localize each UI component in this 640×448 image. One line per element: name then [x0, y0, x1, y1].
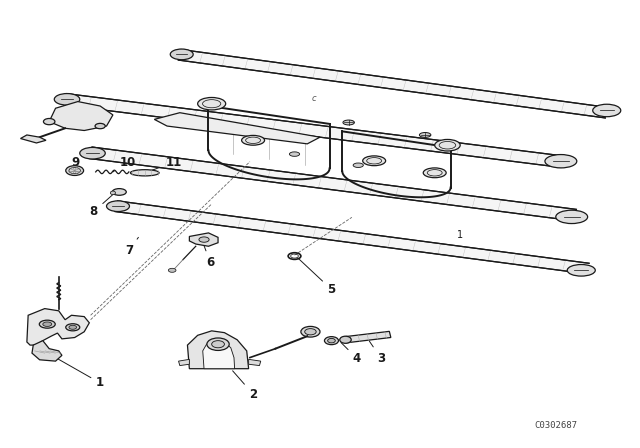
Polygon shape	[154, 113, 320, 144]
Ellipse shape	[567, 264, 595, 276]
Polygon shape	[179, 359, 189, 366]
Ellipse shape	[242, 135, 264, 145]
Ellipse shape	[324, 336, 339, 345]
Ellipse shape	[39, 320, 55, 328]
Ellipse shape	[95, 123, 105, 129]
Ellipse shape	[556, 210, 588, 224]
Ellipse shape	[289, 152, 300, 156]
Polygon shape	[115, 201, 589, 274]
Ellipse shape	[340, 336, 351, 343]
Polygon shape	[27, 309, 90, 345]
Text: 1: 1	[58, 359, 104, 389]
Ellipse shape	[545, 155, 577, 168]
Text: 9: 9	[71, 156, 79, 169]
Polygon shape	[20, 135, 46, 143]
Ellipse shape	[423, 168, 446, 178]
Text: 2: 2	[232, 371, 257, 401]
Ellipse shape	[435, 139, 460, 151]
Polygon shape	[32, 340, 62, 361]
Polygon shape	[188, 331, 248, 369]
Polygon shape	[179, 50, 608, 118]
Polygon shape	[89, 147, 577, 221]
Ellipse shape	[66, 324, 80, 331]
Ellipse shape	[207, 338, 229, 350]
Ellipse shape	[198, 98, 226, 110]
Text: 11: 11	[147, 156, 182, 172]
Ellipse shape	[363, 156, 386, 166]
Text: 8: 8	[90, 195, 113, 218]
Ellipse shape	[170, 49, 193, 60]
Ellipse shape	[131, 170, 159, 176]
Ellipse shape	[305, 329, 316, 335]
Text: 6: 6	[203, 243, 214, 269]
Ellipse shape	[343, 120, 355, 125]
Text: 3: 3	[369, 341, 385, 365]
Ellipse shape	[168, 268, 176, 272]
Polygon shape	[63, 94, 564, 168]
Text: c: c	[311, 94, 316, 103]
Text: 4: 4	[341, 343, 361, 365]
Ellipse shape	[328, 338, 335, 343]
Ellipse shape	[69, 325, 77, 329]
Ellipse shape	[80, 147, 105, 159]
Text: 1: 1	[457, 230, 463, 240]
Text: 5: 5	[298, 258, 335, 296]
Ellipse shape	[43, 322, 52, 327]
Text: 10: 10	[113, 156, 136, 172]
Text: C0302687: C0302687	[534, 421, 577, 430]
Ellipse shape	[44, 118, 55, 125]
Polygon shape	[189, 233, 218, 246]
Ellipse shape	[106, 201, 129, 211]
Polygon shape	[345, 332, 391, 343]
Polygon shape	[248, 359, 260, 366]
Ellipse shape	[199, 237, 209, 242]
Polygon shape	[203, 340, 235, 369]
Ellipse shape	[419, 133, 431, 138]
Ellipse shape	[66, 166, 84, 176]
Ellipse shape	[112, 189, 126, 195]
Ellipse shape	[54, 94, 80, 105]
Text: c: c	[375, 156, 380, 165]
Ellipse shape	[110, 191, 115, 194]
Ellipse shape	[353, 163, 364, 168]
Ellipse shape	[212, 340, 225, 348]
Text: 7: 7	[125, 237, 138, 257]
Ellipse shape	[301, 327, 320, 337]
Polygon shape	[49, 102, 113, 130]
Ellipse shape	[593, 104, 621, 116]
